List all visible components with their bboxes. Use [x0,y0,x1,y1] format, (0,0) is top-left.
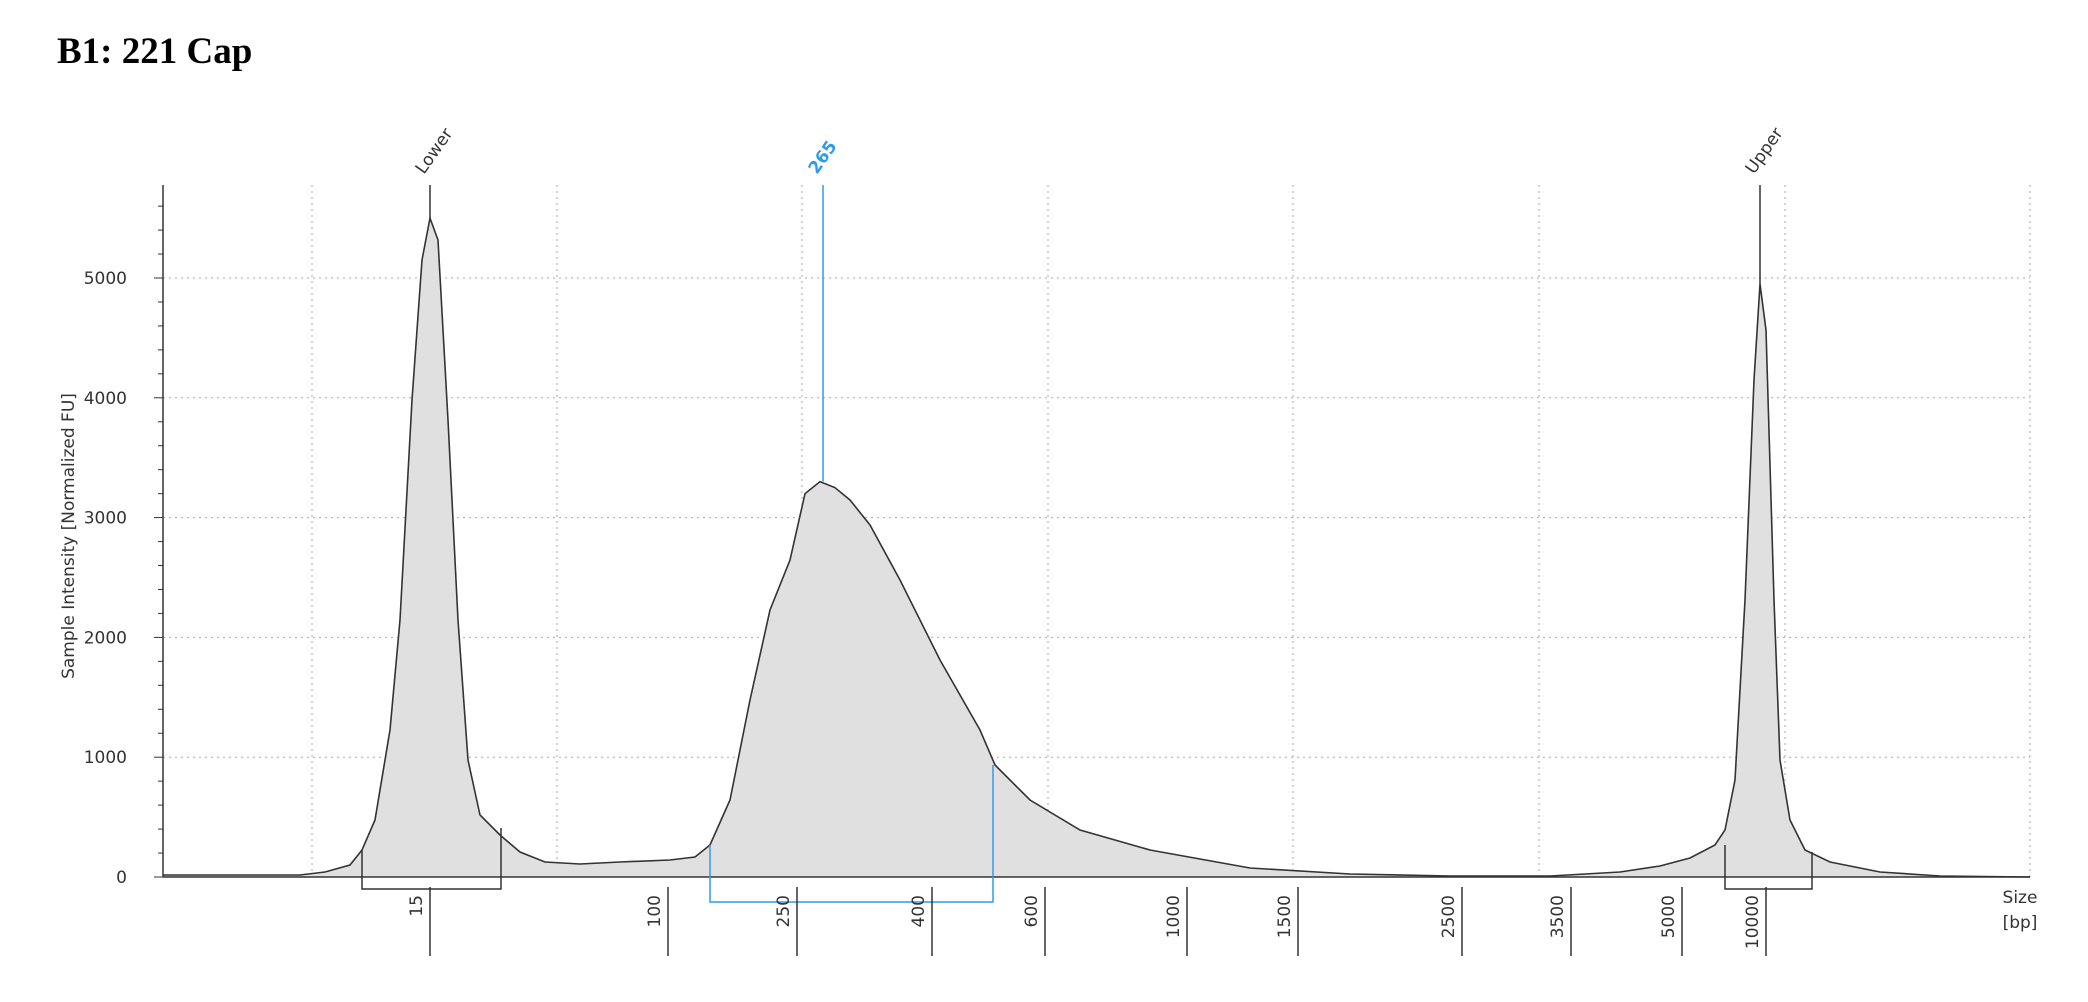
size-tick-label: 600 [1022,895,1042,927]
x-axis-label-unit: [bp] [2003,913,2038,933]
axes [154,185,2030,878]
peak-markers: Lower 265 Upper [361,124,1813,903]
y-tick-label: 3000 [84,509,127,529]
y-tick-label: 2000 [84,628,127,648]
y-tick-label: 0 [116,868,127,888]
grid-lines [163,185,2031,877]
size-tick-label: 1500 [1275,895,1295,938]
size-tick-label: 5000 [1659,895,1679,938]
lower-marker-bracket [361,828,502,890]
size-tick-label: 400 [909,895,929,927]
peak-label: 265 [805,137,842,178]
tick-labels: 0 1000 2000 3000 4000 5000 15 100 250 400 600 1000 1… [84,269,1767,956]
size-tick-label: 250 [774,895,794,927]
y-tick-label: 1000 [84,748,127,768]
size-tick-label: 2500 [1439,895,1459,938]
upper-marker-bracket [1724,845,1813,890]
size-tick-label: 100 [645,895,665,927]
y-tick-label: 4000 [84,389,127,409]
size-tick-label: 10000 [1743,895,1763,949]
region-bracket [709,765,994,903]
trace-line [163,215,2031,878]
peak-label: Upper [1742,124,1788,178]
size-tick-label: 15 [407,895,427,917]
trace-layer [163,215,2031,878]
size-tick-label: 3500 [1548,895,1568,938]
chart-title: B1: 221 Cap [57,31,253,72]
y-axis-label: Sample Intensity [Normalized FU] [59,393,79,679]
x-axis-label-size: Size [2003,888,2038,908]
size-tick-label: 1000 [1164,895,1184,938]
y-tick-label: 5000 [84,269,127,289]
peak-label: Lower [412,125,458,178]
